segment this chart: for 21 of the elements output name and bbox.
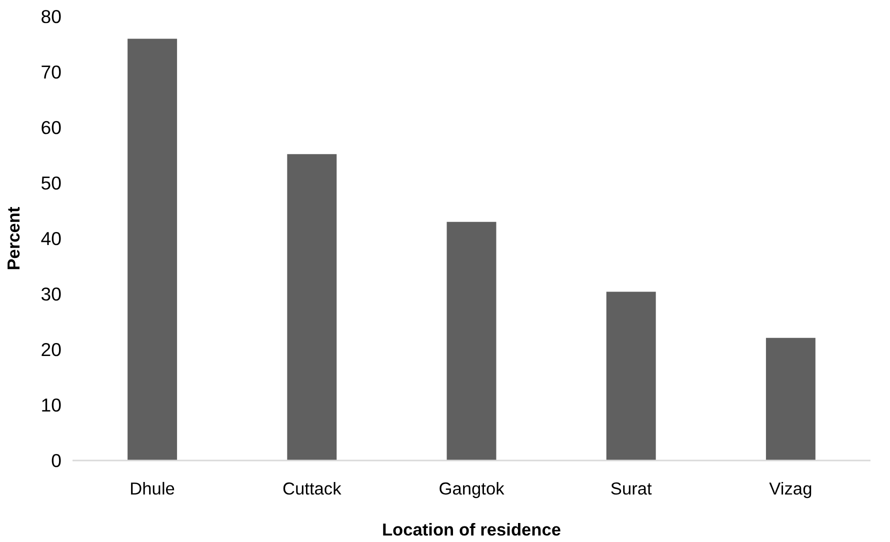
x-tick-label: Dhule <box>130 478 175 498</box>
y-tick-label: 70 <box>40 62 62 82</box>
x-tick-label: Surat <box>610 478 652 498</box>
bar <box>766 338 816 460</box>
bar <box>606 292 656 460</box>
y-tick-label: 60 <box>40 117 62 138</box>
y-axis-title: Percent <box>4 206 24 270</box>
y-tick-label: 30 <box>40 284 62 304</box>
y-tick-label: 0 <box>51 450 62 471</box>
y-tick-label: 40 <box>40 228 62 249</box>
bar <box>446 222 496 460</box>
x-tick-label: Cuttack <box>282 478 342 498</box>
bar <box>287 154 337 460</box>
y-tick-label: 50 <box>40 172 62 194</box>
y-tick-label: 20 <box>40 339 62 360</box>
x-tick-label: Vizag <box>769 478 812 498</box>
y-tick-label: 10 <box>40 394 62 416</box>
y-tick-label: 80 <box>40 6 62 27</box>
x-tick-label: Gangtok <box>438 478 505 498</box>
x-axis-title: Location of residence <box>382 520 562 540</box>
bar <box>128 38 178 460</box>
